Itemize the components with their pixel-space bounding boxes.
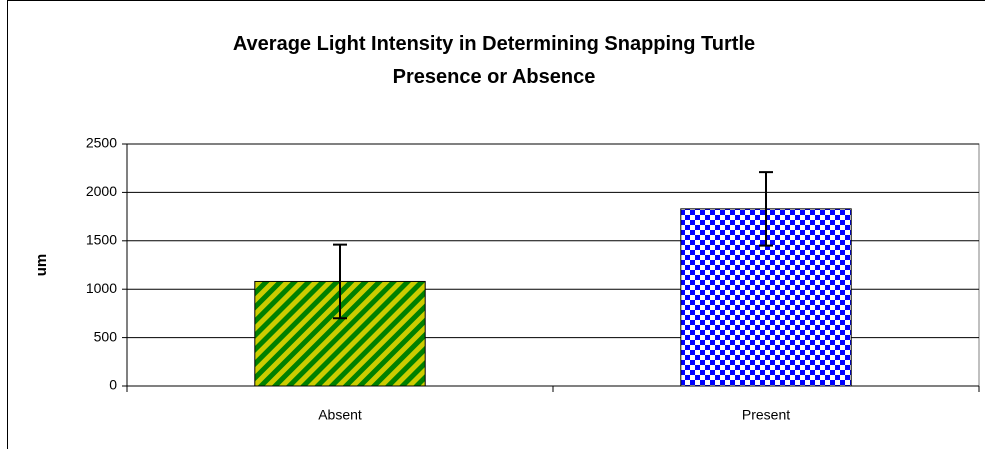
chart-title: Average Light Intensity in Determining S… — [232, 33, 756, 88]
error-bar — [333, 243, 347, 320]
x-tick-label: Present — [742, 407, 790, 423]
chart-border — [7, 0, 985, 449]
y-axis-label: um — [33, 254, 50, 277]
error-bar — [759, 171, 773, 247]
y-tick-label: 2500 — [86, 135, 117, 151]
x-tick-label: Absent — [318, 407, 362, 423]
y-tick-label: 500 — [94, 328, 118, 344]
y-tick-label: 1500 — [86, 232, 117, 248]
y-tick-label: 1000 — [86, 280, 117, 296]
y-tick-label: 2000 — [86, 183, 117, 199]
y-tick-label: 0 — [109, 377, 117, 393]
